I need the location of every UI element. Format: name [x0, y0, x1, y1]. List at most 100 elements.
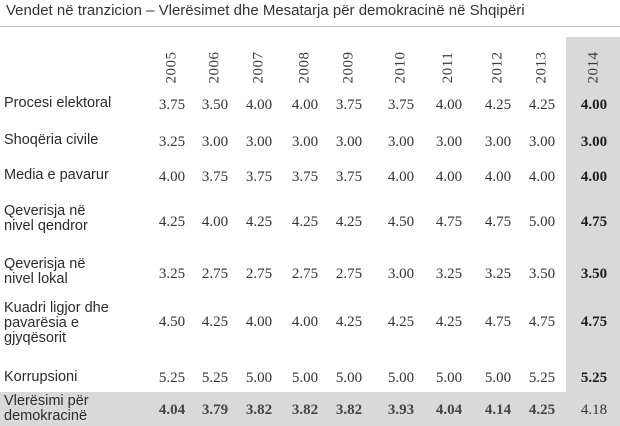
- table-cell: 5.00: [335, 370, 363, 386]
- table-cell: 4.00: [528, 169, 556, 185]
- table-cell: 2.75: [201, 266, 229, 282]
- table-cell: 5.25: [528, 370, 556, 386]
- table-cell: 3.50: [528, 266, 556, 282]
- table-cell: 4.50: [387, 214, 415, 230]
- table-cell: 4.25: [201, 314, 229, 330]
- year-header: 2010: [389, 45, 413, 89]
- table-cell: 2.75: [335, 266, 363, 282]
- table-cell: 3.25: [484, 266, 512, 282]
- year-header: 2009: [337, 45, 361, 89]
- year-header: 2007: [247, 45, 271, 89]
- average-cell: 4.04: [435, 402, 463, 418]
- table-cell: 5.00: [245, 370, 273, 386]
- table-cell: 3.00: [580, 134, 608, 150]
- table-cell: 5.00: [528, 214, 556, 230]
- title-divider: [0, 26, 620, 27]
- table-cell: 4.25: [435, 314, 463, 330]
- year-header-text: 2005: [163, 51, 180, 83]
- year-header: 2006: [203, 45, 227, 89]
- table-cell: 5.25: [158, 370, 186, 386]
- table-cell: 3.00: [528, 134, 556, 150]
- table-cell: 3.50: [580, 266, 608, 282]
- average-cell: 4.18: [580, 402, 608, 418]
- table-cell: 4.00: [291, 314, 319, 330]
- table-cell: 4.00: [245, 314, 273, 330]
- table-cell: 4.00: [387, 169, 415, 185]
- table-cell: 5.00: [435, 370, 463, 386]
- table-cell: 3.25: [158, 266, 186, 282]
- table-cell: 4.75: [484, 314, 512, 330]
- table-cell: 3.75: [335, 97, 363, 113]
- highlight-column-2014: [566, 37, 620, 426]
- table-cell: 3.25: [158, 134, 186, 150]
- table-cell: 4.25: [245, 214, 273, 230]
- table-cell: 4.25: [528, 97, 556, 113]
- table-cell: 3.75: [387, 97, 415, 113]
- year-header-text: 2012: [489, 51, 506, 83]
- table-cell: 2.75: [291, 266, 319, 282]
- table-cell: 3.50: [201, 97, 229, 113]
- year-header-text: 2011: [440, 51, 457, 83]
- table-cell: 4.25: [291, 214, 319, 230]
- year-header-text: 2009: [340, 51, 357, 83]
- average-cell: 4.04: [158, 402, 186, 418]
- table-cell: 4.75: [484, 214, 512, 230]
- table-cell: 4.75: [435, 214, 463, 230]
- table-cell: 4.00: [435, 169, 463, 185]
- table-cell: 3.00: [201, 134, 229, 150]
- table-cell: 3.00: [291, 134, 319, 150]
- average-cell: 3.82: [335, 402, 363, 418]
- year-header-text: 2007: [250, 51, 267, 83]
- table-cell: 4.25: [158, 214, 186, 230]
- table-cell: 5.00: [387, 370, 415, 386]
- average-cell: 3.82: [245, 402, 273, 418]
- row-label: Procesi elektoral: [4, 95, 112, 111]
- table-cell: 3.00: [245, 134, 273, 150]
- table-cell: 4.25: [335, 314, 363, 330]
- table-cell: 3.25: [435, 266, 463, 282]
- table-cell: 5.00: [291, 370, 319, 386]
- table-cell: 4.75: [580, 214, 608, 230]
- table-cell: 4.00: [580, 169, 608, 185]
- year-header: 2012: [486, 45, 510, 89]
- table-cell: 3.00: [484, 134, 512, 150]
- year-header: 2014: [582, 45, 606, 89]
- average-row-band: [0, 392, 620, 426]
- average-cell: 3.82: [291, 402, 319, 418]
- year-header-text: 2010: [392, 51, 409, 83]
- year-header: 2013: [530, 45, 554, 89]
- table-cell: 4.00: [484, 169, 512, 185]
- table-cell: 4.00: [580, 97, 608, 113]
- row-label: Media e pavarur: [4, 167, 109, 183]
- table-cell: 3.75: [158, 97, 186, 113]
- table-cell: 4.25: [387, 314, 415, 330]
- table-cell: 4.25: [484, 97, 512, 113]
- table-cell: 4.00: [201, 214, 229, 230]
- year-header-text: 2006: [206, 51, 223, 83]
- table-cell: 5.25: [201, 370, 229, 386]
- table-cell: 3.00: [387, 134, 415, 150]
- row-label: Qeverisja në nivel qendror: [4, 203, 88, 234]
- table-cell: 3.75: [201, 169, 229, 185]
- table-cell: 3.75: [245, 169, 273, 185]
- table-cell: 3.00: [335, 134, 363, 150]
- year-header-text: 2013: [533, 51, 550, 83]
- year-header-text: 2014: [585, 51, 602, 83]
- table-cell: 4.00: [158, 169, 186, 185]
- row-label: Korrupsioni: [4, 369, 78, 385]
- year-header: 2008: [293, 45, 317, 89]
- table-cell: 4.00: [245, 97, 273, 113]
- year-header: 2005: [160, 45, 184, 89]
- table-cell: 4.50: [158, 314, 186, 330]
- table-cell: 5.00: [484, 370, 512, 386]
- table-cell: 3.00: [435, 134, 463, 150]
- table-cell: 4.00: [291, 97, 319, 113]
- row-label: Qeverisja në nivel lokal: [4, 256, 86, 287]
- average-row-label: Vlerësimi për demokracinë: [4, 393, 89, 424]
- row-label: Shoqëria civile: [4, 132, 99, 148]
- row-label: Kuadri ligjor dhe pavarësia e gjyqësorit: [4, 300, 109, 346]
- average-cell: 4.14: [484, 402, 512, 418]
- table-cell: 4.00: [435, 97, 463, 113]
- table-cell: 5.25: [580, 370, 608, 386]
- year-header: 2011: [437, 45, 461, 89]
